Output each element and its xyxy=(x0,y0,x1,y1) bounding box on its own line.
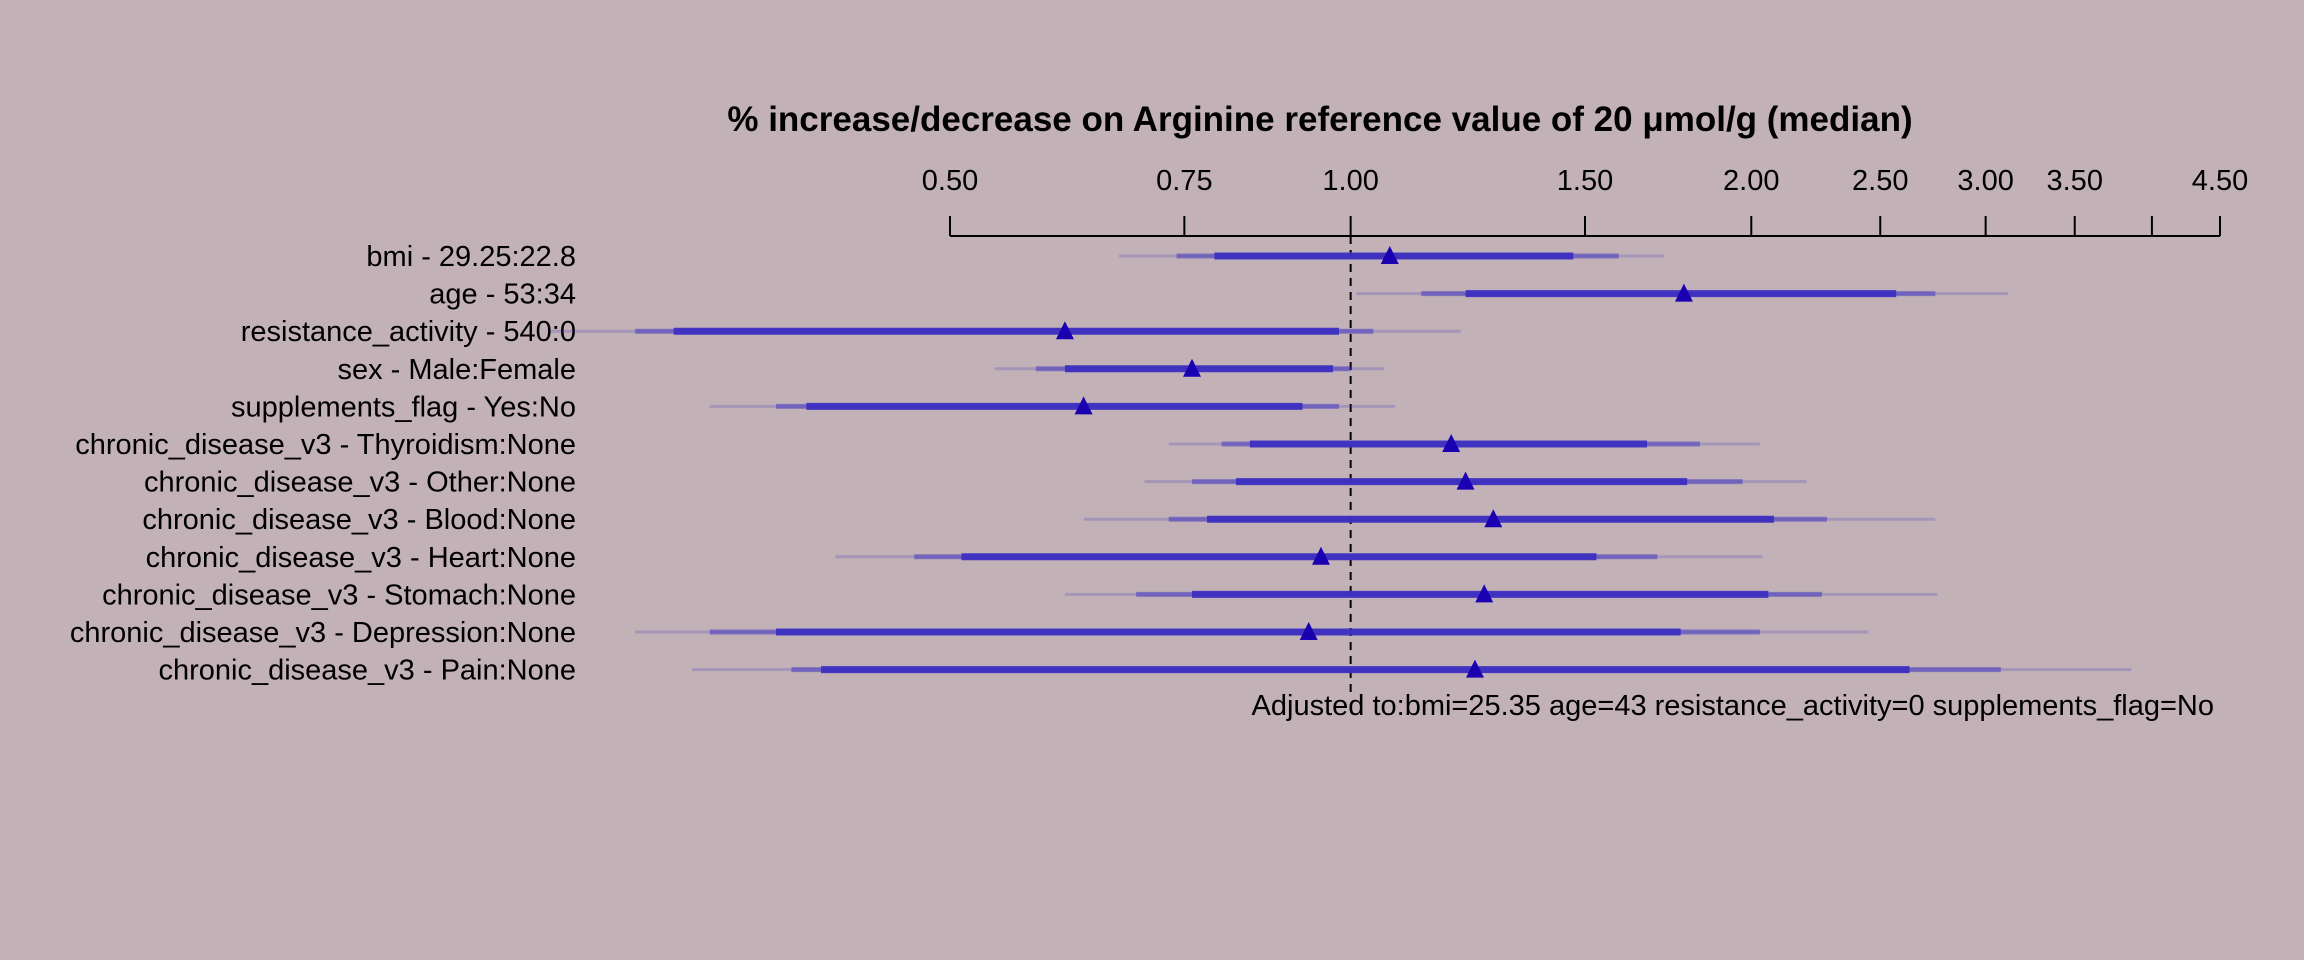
estimate-marker xyxy=(1674,283,1693,302)
x-tick-label: 3.50 xyxy=(2047,165,2103,197)
estimate-marker xyxy=(1311,546,1330,565)
forest-row: chronic_disease_v3 - Heart:None xyxy=(146,542,1763,574)
estimate-marker xyxy=(1183,358,1202,377)
forest-row: chronic_disease_v3 - Stomach:None xyxy=(102,579,1938,611)
forest-row: sex - Male:Female xyxy=(337,354,1385,386)
forest-rows: bmi - 29.25:22.8 age - 53:34 resistance_ac… xyxy=(70,241,2132,687)
estimate-marker xyxy=(1299,622,1318,640)
estimate-marker xyxy=(1456,471,1475,490)
forest-row: bmi - 29.25:22.8 xyxy=(366,241,1665,273)
row-label: bmi - 29.25:22.8 xyxy=(366,241,576,273)
x-tick-label: 2.50 xyxy=(1852,165,1908,197)
x-tick-label: 1.00 xyxy=(1322,165,1378,197)
row-label: sex - Male:Female xyxy=(337,354,576,386)
row-label: chronic_disease_v3 - Pain:None xyxy=(158,655,576,687)
x-tick-label: 0.50 xyxy=(922,165,978,197)
adjustment-footnote: Adjusted to:bmi=25.35 age=43 resistance_… xyxy=(1252,690,2214,722)
x-axis: 0.50 0.75 1.00 1.50 2.00 2.50 3.00 3.50 4.50 xyxy=(922,165,2248,237)
estimate-marker xyxy=(1465,659,1484,678)
estimate-marker xyxy=(1475,584,1494,603)
estimate-marker xyxy=(1442,434,1461,452)
row-label: chronic_disease_v3 - Other:None xyxy=(144,467,576,499)
row-label: chronic_disease_v3 - Thyroidism:None xyxy=(75,429,576,461)
x-tick-label: 0.75 xyxy=(1156,165,1212,197)
row-label: age - 53:34 xyxy=(429,279,576,311)
forest-row: chronic_disease_v3 - Depression:None xyxy=(70,617,1869,649)
estimate-marker xyxy=(1484,509,1503,528)
forest-row: chronic_disease_v3 - Thyroidism:None xyxy=(75,429,1760,461)
estimate-marker xyxy=(1380,246,1399,264)
estimate-marker xyxy=(1055,321,1074,340)
row-label: supplements_flag - Yes:No xyxy=(231,391,576,423)
row-label: chronic_disease_v3 - Blood:None xyxy=(142,504,576,536)
row-label: chronic_disease_v3 - Depression:None xyxy=(70,617,576,649)
row-label: chronic_disease_v3 - Heart:None xyxy=(146,542,576,574)
x-tick-label: 4.50 xyxy=(2192,165,2248,197)
x-tick-label: 2.00 xyxy=(1723,165,1779,197)
x-tick-label: 3.00 xyxy=(1957,165,2013,197)
row-label: resistance_activity - 540:0 xyxy=(241,316,576,348)
estimate-marker xyxy=(1074,396,1093,415)
forest-row: resistance_activity - 540:0 xyxy=(241,316,1461,348)
forest-row: chronic_disease_v3 - Blood:None xyxy=(142,504,1936,536)
x-tick-label: 1.50 xyxy=(1557,165,1613,197)
forest-row: age - 53:34 xyxy=(429,279,2009,311)
row-label: chronic_disease_v3 - Stomach:None xyxy=(102,579,576,611)
forest-row: supplements_flag - Yes:No xyxy=(231,391,1396,423)
forest-row: chronic_disease_v3 - Pain:None xyxy=(158,655,2132,687)
chart-title: % increase/decrease on Arginine referenc… xyxy=(727,100,1912,139)
forest-row: chronic_disease_v3 - Other:None xyxy=(144,467,1807,499)
